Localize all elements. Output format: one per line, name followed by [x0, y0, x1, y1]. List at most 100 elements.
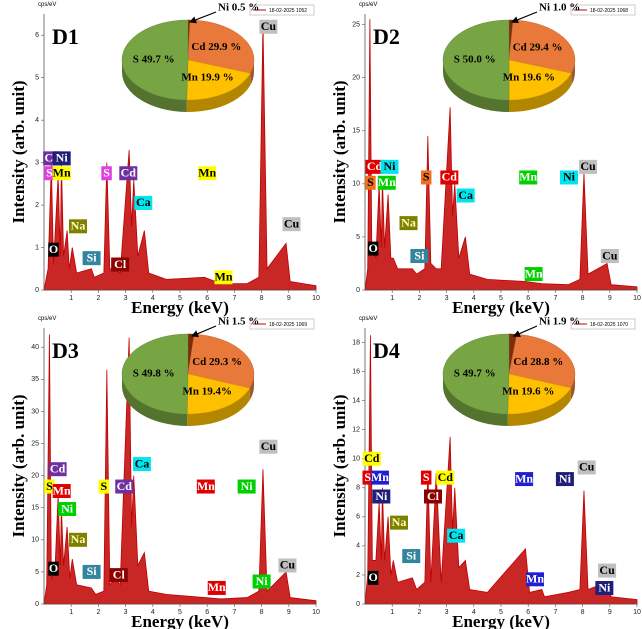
pie-label: S 49.8 % — [133, 367, 175, 379]
y-axis-title: Intensity (arb. unit) — [9, 394, 28, 537]
peak-label-box — [48, 462, 67, 477]
y-tick-label: 25 — [352, 21, 360, 28]
pie-side — [122, 60, 187, 112]
peak-label-box — [259, 19, 278, 34]
peak-label-box — [48, 561, 59, 576]
peak-label: Ni — [375, 489, 388, 503]
y-tick-label: 8 — [356, 485, 360, 492]
peak-label-box — [577, 460, 596, 475]
x-tick-label: 3 — [445, 609, 449, 616]
x-axis-title: Energy (keV) — [452, 298, 550, 317]
x-tick-label: 9 — [608, 295, 612, 302]
x-axis-title: Energy (keV) — [131, 298, 229, 317]
peak-label: Cd — [438, 470, 454, 484]
peak-label-box — [214, 270, 233, 285]
peak-label: Ni — [563, 170, 576, 184]
y-tick-label: 6 — [356, 514, 360, 521]
peak-label-box — [515, 472, 534, 487]
pie-side — [249, 374, 254, 401]
y-tick-label: 16 — [352, 368, 360, 375]
peak-label: O — [49, 242, 58, 256]
peak-label-box — [365, 175, 376, 190]
y-tick-label: 10 — [352, 181, 360, 188]
x-tick-label: 3 — [445, 295, 449, 302]
pie-label: Cd 29.3 % — [192, 356, 242, 368]
peak-label-box — [198, 166, 217, 181]
x-tick-label: 9 — [608, 609, 612, 616]
x-axis-title: Energy (keV) — [452, 612, 550, 629]
pie-arrow — [188, 11, 217, 24]
peak-label: Mn — [519, 170, 537, 184]
x-tick-label: 7 — [232, 295, 236, 302]
x-tick-label: 10 — [312, 295, 320, 302]
peak-label-box — [115, 479, 134, 494]
x-tick-label: 2 — [96, 609, 100, 616]
legend-label: 18-02-2025 1052 — [269, 8, 307, 14]
x-tick-label: 5 — [499, 295, 503, 302]
pie-slice — [508, 19, 576, 74]
y-tick-label: 35 — [31, 376, 39, 383]
pie-side — [443, 374, 508, 426]
y-tick-label: 5 — [35, 569, 39, 576]
x-tick-label: 10 — [633, 295, 641, 302]
y-tick-label: 4 — [356, 543, 360, 550]
pie-label: Mn 19.9 % — [181, 72, 233, 84]
y-tick-label: 0 — [356, 287, 360, 294]
pie-slice — [186, 373, 251, 415]
unit-label: cps/eV — [359, 2, 377, 8]
peak-label: Cu — [284, 216, 300, 230]
peak-label-box — [447, 528, 466, 543]
y-tick-label: 15 — [352, 128, 360, 135]
peak-label: Cd — [121, 165, 137, 179]
y-tick-label: 0 — [35, 287, 39, 294]
peak-label: Ni — [256, 574, 269, 588]
peak-label-box — [82, 251, 101, 266]
peak-label-box — [82, 564, 101, 579]
peak-label: S — [46, 479, 53, 493]
peak-label: Ni — [61, 501, 74, 515]
peak-label-box — [424, 489, 442, 504]
x-tick-label: 7 — [553, 295, 557, 302]
peak-label: Mn — [525, 266, 543, 280]
x-tick-label: 1 — [390, 609, 394, 616]
x-tick-label: 9 — [287, 609, 291, 616]
peak-label: Cu — [579, 460, 595, 474]
pie-label: Mn 19.6 % — [503, 71, 555, 83]
x-tick-label: 10 — [633, 609, 641, 616]
pie-slice — [121, 333, 189, 415]
x-tick-label: 6 — [526, 295, 530, 302]
y-tick-label: 18 — [352, 339, 360, 346]
y-tick-label: 30 — [31, 408, 39, 415]
peak-label: Cu — [280, 558, 296, 572]
peak-label: Cu — [580, 159, 596, 173]
peak-label: Mn — [371, 470, 389, 484]
peak-label: Ni — [56, 151, 69, 165]
pie-slice — [187, 19, 255, 74]
x-tick-label: 2 — [417, 609, 421, 616]
y-tick-label: 10 — [352, 456, 360, 463]
spectrum — [364, 335, 638, 605]
x-tick-label: 7 — [232, 609, 236, 616]
x-tick-label: 1 — [69, 295, 73, 302]
panel-title: D4 — [373, 338, 400, 363]
x-tick-label: 3 — [124, 295, 128, 302]
peak-label-box — [362, 451, 381, 466]
panel-title: D2 — [373, 24, 400, 49]
y-tick-label: 6 — [35, 32, 39, 39]
panel: cps/eV 0 5 10 15 20 25 30 35 40 1 2 3 4 5 6 7 8 9 10 18-02-2… — [9, 316, 320, 629]
pie-label: Mn 19.4% — [183, 386, 233, 398]
peak-label-box — [377, 175, 396, 190]
peak-label: Na — [392, 515, 407, 529]
peak-label-box — [278, 558, 297, 573]
y-tick-label: 10 — [31, 537, 39, 544]
pie-side — [122, 374, 188, 426]
x-tick-label: 9 — [287, 295, 291, 302]
pie-slice — [442, 19, 510, 101]
peak-label-box — [370, 470, 389, 485]
peak-label-box — [48, 242, 59, 257]
pie-arrow — [512, 325, 538, 337]
pie-slice — [121, 19, 189, 101]
peak-label: Ca — [136, 195, 151, 209]
peak-label: Ni — [241, 479, 254, 493]
